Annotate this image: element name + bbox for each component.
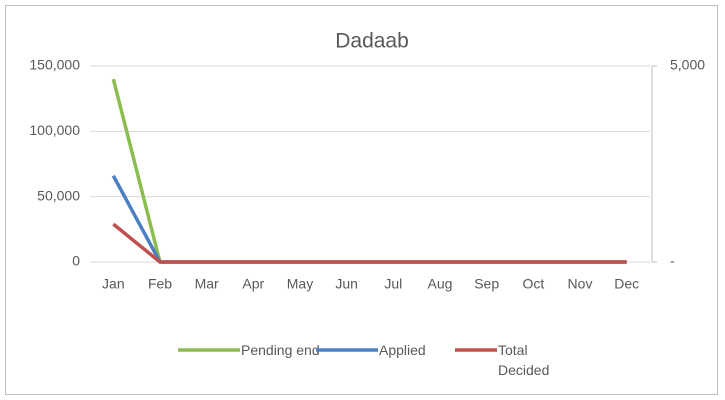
chart-title: Dadaab <box>335 30 409 53</box>
legend-entry: Pending end <box>241 342 320 358</box>
x-tick-label: Feb <box>148 276 172 292</box>
x-tick-label: Mar <box>195 276 219 292</box>
x-tick-label: May <box>287 276 313 292</box>
y-tick-label: 100,000 <box>29 122 80 138</box>
y2-tick-label: - <box>670 253 675 269</box>
y-tick-label: 150,000 <box>29 57 80 73</box>
legend-label: Total Decided <box>498 342 550 378</box>
y-tick-label: 50,000 <box>37 187 80 203</box>
x-tick-label: Aug <box>428 276 453 292</box>
legend-label: Pending end <box>241 342 320 358</box>
x-tick-label: Sep <box>474 276 499 292</box>
y2-tick-label: 5,000 <box>670 57 705 73</box>
legend-entry: Total Decided <box>498 342 550 378</box>
x-tick-label: Apr <box>242 276 264 292</box>
x-tick-label: Nov <box>568 276 593 292</box>
x-tick-label: Jun <box>335 276 358 292</box>
x-tick-label: Jul <box>384 276 402 292</box>
legend-entry: Applied <box>379 342 426 358</box>
y-tick-label: 0 <box>72 253 80 269</box>
x-tick-label: Dec <box>614 276 639 292</box>
chart-border <box>5 5 718 395</box>
line-series <box>112 222 627 264</box>
x-tick-label: Oct <box>522 276 544 292</box>
legend-label: Applied <box>379 342 426 358</box>
x-tick-label: Jan <box>102 276 125 292</box>
